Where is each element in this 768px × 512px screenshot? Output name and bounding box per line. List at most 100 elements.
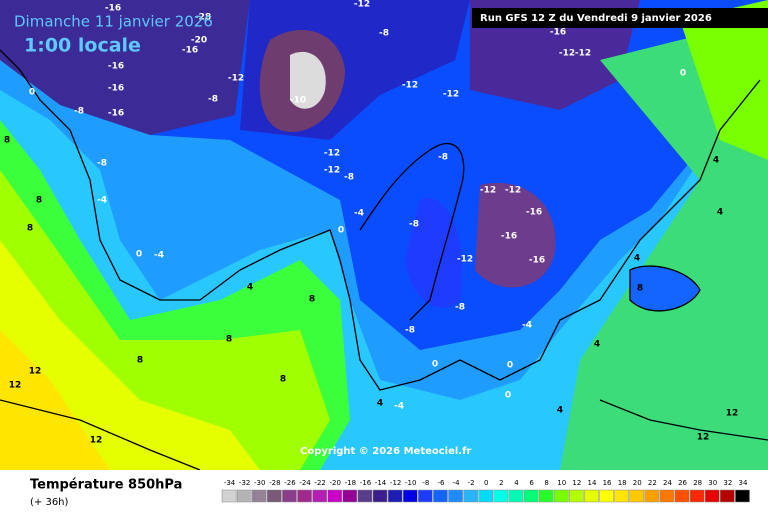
coastlines xyxy=(0,49,768,471)
isotherm-label: -16 xyxy=(108,62,124,72)
copyright: Copyright © 2026 Meteociel.fr xyxy=(300,446,471,457)
isotherm-label: -10 xyxy=(290,96,306,106)
scale-swatch xyxy=(614,489,629,503)
scale-swatch xyxy=(478,489,494,503)
isotherm-label: 12 xyxy=(29,367,42,377)
isotherm-label: 4 xyxy=(717,208,723,218)
scale-swatch xyxy=(553,489,569,503)
isotherm-label: 4 xyxy=(713,156,719,166)
scale-label: -32 xyxy=(239,479,250,487)
lead-time: (+ 36h) xyxy=(30,497,69,508)
scale-swatch xyxy=(674,489,690,503)
scale-swatch xyxy=(508,489,524,503)
isotherm-label: 12 xyxy=(726,409,739,419)
isotherm-label: -16 xyxy=(529,256,545,266)
isotherm-label: 12 xyxy=(9,381,22,391)
isotherm-label: 8 xyxy=(4,136,10,146)
isotherm-label: -8 xyxy=(409,220,419,230)
isotherm-label: 8 xyxy=(137,356,143,366)
isotherm-labels: -16-28-12-20-16-8-16-16-16-12-8-12-12-12… xyxy=(4,0,738,446)
isotherm-label: -12 xyxy=(402,81,418,91)
scale-label: 8 xyxy=(544,479,548,487)
local-time: 1:00 locale xyxy=(24,35,141,57)
isotherm-label: 0 xyxy=(338,226,344,236)
scale-label: -14 xyxy=(375,479,387,487)
scale-swatch xyxy=(402,489,418,503)
scale-label: -10 xyxy=(405,479,416,487)
isotherm-label: 4 xyxy=(247,283,253,293)
scale-swatch xyxy=(312,489,327,503)
scale-label: 6 xyxy=(529,479,534,487)
scale-label: -18 xyxy=(345,479,356,487)
scale-swatch xyxy=(282,489,297,503)
scale-swatch xyxy=(372,489,388,503)
scale-label: 18 xyxy=(618,479,627,487)
run-banner xyxy=(472,8,768,28)
scale-swatch xyxy=(659,489,675,503)
scale-label: -26 xyxy=(284,479,296,487)
isotherm-label: -16 xyxy=(182,46,198,56)
scale-swatch xyxy=(493,489,509,503)
scale-label: 22 xyxy=(648,479,657,487)
scale-swatch xyxy=(644,489,660,503)
scale-label: 0 xyxy=(484,479,488,487)
scale-swatch xyxy=(584,489,599,503)
isotherm-label: -16 xyxy=(501,232,517,242)
scale-label: -22 xyxy=(314,479,325,487)
isotherm-label: -4 xyxy=(354,209,364,219)
field-title: Température 850hPa xyxy=(30,478,182,493)
isotherm-label: 4 xyxy=(634,254,640,264)
isotherm-label: 8 xyxy=(280,375,286,385)
isotherm-label: 12 xyxy=(90,436,103,446)
isotherm-label: -12 xyxy=(480,186,496,196)
scale-swatch xyxy=(297,489,312,503)
scale-label: 30 xyxy=(708,479,717,487)
scale-label: 2 xyxy=(499,479,503,487)
scale-swatch xyxy=(267,489,282,503)
scale-swatch xyxy=(629,489,645,503)
isotherm-label: -4 xyxy=(154,251,164,261)
scale-label: -30 xyxy=(254,479,265,487)
isotherm-label: 4 xyxy=(377,399,383,409)
isotherm-label: -28 xyxy=(195,13,211,23)
color-scale: -34 -32 -30 -28 -26 -24 -22 -20 -18 -16 -14 -12 -10-… xyxy=(221,479,750,503)
isotherm-label: 0 xyxy=(505,391,511,401)
scale-label: 28 xyxy=(693,479,702,487)
scale-label: -34 xyxy=(224,479,236,487)
scale-swatch xyxy=(463,489,478,503)
scale-swatch xyxy=(387,489,403,503)
isotherm-label: -12 xyxy=(324,166,340,176)
isotherm-label: 8 xyxy=(27,224,33,234)
scale-swatch xyxy=(689,489,705,503)
scale-label: -28 xyxy=(269,479,280,487)
scale-swatch xyxy=(418,489,433,503)
scale-label: -4 xyxy=(453,479,461,487)
map-background xyxy=(0,0,768,470)
scale-label: 26 xyxy=(678,479,687,487)
isotherm-label: 0 xyxy=(680,69,686,79)
isotherm-label: -12 xyxy=(505,186,521,196)
scale-label: -24 xyxy=(299,479,311,487)
isotherm-label: -12 xyxy=(575,49,591,59)
isotherm-label: -8 xyxy=(455,303,465,313)
isotherm-label: -16 xyxy=(105,4,121,14)
isotherm-label: 8 xyxy=(226,335,232,345)
isotherm-label: -12 xyxy=(354,0,370,10)
scale-label: 14 xyxy=(587,479,596,487)
scale-label: -20 xyxy=(330,479,341,487)
scale-swatch xyxy=(538,489,554,503)
scale-swatch xyxy=(735,489,750,503)
scale-label: 16 xyxy=(603,479,612,487)
isotherm-label: -12 xyxy=(228,74,244,84)
isotherm-label: -12 xyxy=(443,90,459,100)
scale-swatch xyxy=(357,489,373,503)
scale-label: 24 xyxy=(663,479,672,487)
isotherm-label: -8 xyxy=(438,153,448,163)
isotherm-label: -20 xyxy=(191,36,207,46)
isotherm-label: 4 xyxy=(557,406,563,416)
isotherm-label: 8 xyxy=(36,196,42,206)
scale-label: 4 xyxy=(514,479,519,487)
isotherm-label: 8 xyxy=(637,284,643,294)
isotherm-label: 0 xyxy=(507,361,513,371)
